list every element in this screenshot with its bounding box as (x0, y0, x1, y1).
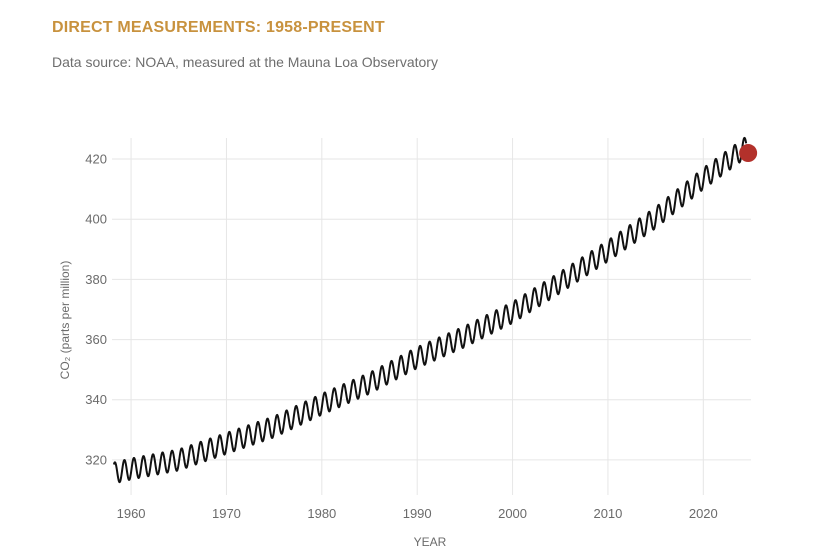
x-tick-label-1980: 1980 (307, 506, 336, 521)
y-tick-label-360: 360 (85, 332, 107, 347)
x-tick-label-1960: 1960 (117, 506, 146, 521)
x-tick-label-1970: 1970 (212, 506, 241, 521)
chart-subtitle: Data source: NOAA, measured at the Mauna… (52, 54, 438, 70)
y-tick-label-420: 420 (85, 152, 107, 167)
x-axis-ticks: 1960 1970 1980 1990 2000 2010 2020 (117, 506, 718, 521)
co2-series-line (112, 136, 748, 484)
x-tick-label-1990: 1990 (403, 506, 432, 521)
x-axis-label: YEAR (414, 535, 447, 549)
y-tick-label-400: 400 (85, 212, 107, 227)
y-axis-ticks: 320 340 360 380 400 420 (85, 152, 107, 468)
y-axis-label: CO₂ (parts per million) (58, 261, 72, 380)
y-tick-label-340: 340 (85, 392, 107, 407)
y-tick-label-380: 380 (85, 272, 107, 287)
x-tick-label-2010: 2010 (593, 506, 622, 521)
chart-title: DIRECT MEASUREMENTS: 1958-PRESENT (52, 19, 385, 36)
grid-lines (112, 138, 751, 495)
x-tick-label-2000: 2000 (498, 506, 527, 521)
y-tick-label-320: 320 (85, 452, 107, 467)
latest-measurement-marker (739, 144, 758, 163)
x-tick-label-2020: 2020 (689, 506, 718, 521)
